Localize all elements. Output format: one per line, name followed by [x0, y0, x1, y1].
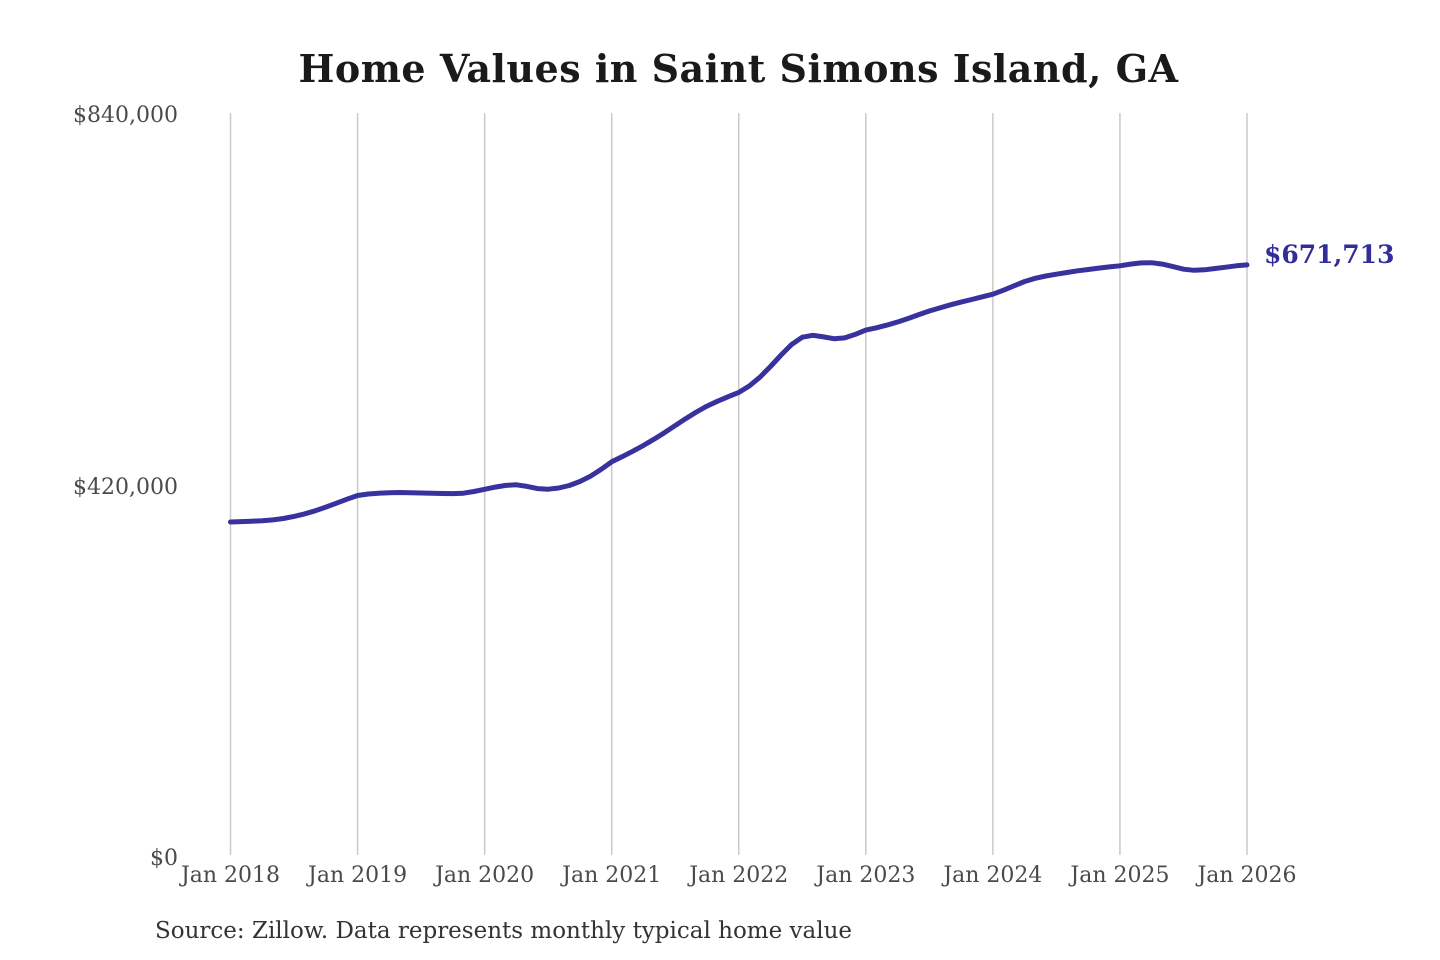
y-axis-tick-label: $0 — [150, 846, 178, 871]
x-axis-tick-label: Jan 2021 — [562, 863, 662, 888]
x-axis-tick-label: Jan 2026 — [1197, 863, 1297, 888]
x-axis-tick-label: Jan 2019 — [308, 863, 408, 888]
chart-title: Home Values in Saint Simons Island, GA — [298, 46, 1179, 91]
latest-value-label: $671,713 — [1264, 240, 1395, 269]
home-value-line-series — [228, 260, 1250, 525]
vertical-gridlines — [229, 113, 1248, 855]
source-note: Source: Zillow. Data represents monthly … — [155, 918, 853, 944]
x-axis-tick-label: Jan 2025 — [1070, 863, 1170, 888]
x-axis-tick-label: Jan 2024 — [943, 863, 1043, 888]
x-axis-tick-label: Jan 2020 — [435, 863, 535, 888]
y-axis-tick-label: $840,000 — [73, 103, 178, 128]
x-axis-tick-label: Jan 2023 — [816, 863, 916, 888]
x-axis-tick-label: Jan 2018 — [180, 863, 281, 888]
x-axis-tick-label: Jan 2022 — [689, 863, 789, 888]
y-axis-tick-label: $420,000 — [73, 474, 178, 500]
